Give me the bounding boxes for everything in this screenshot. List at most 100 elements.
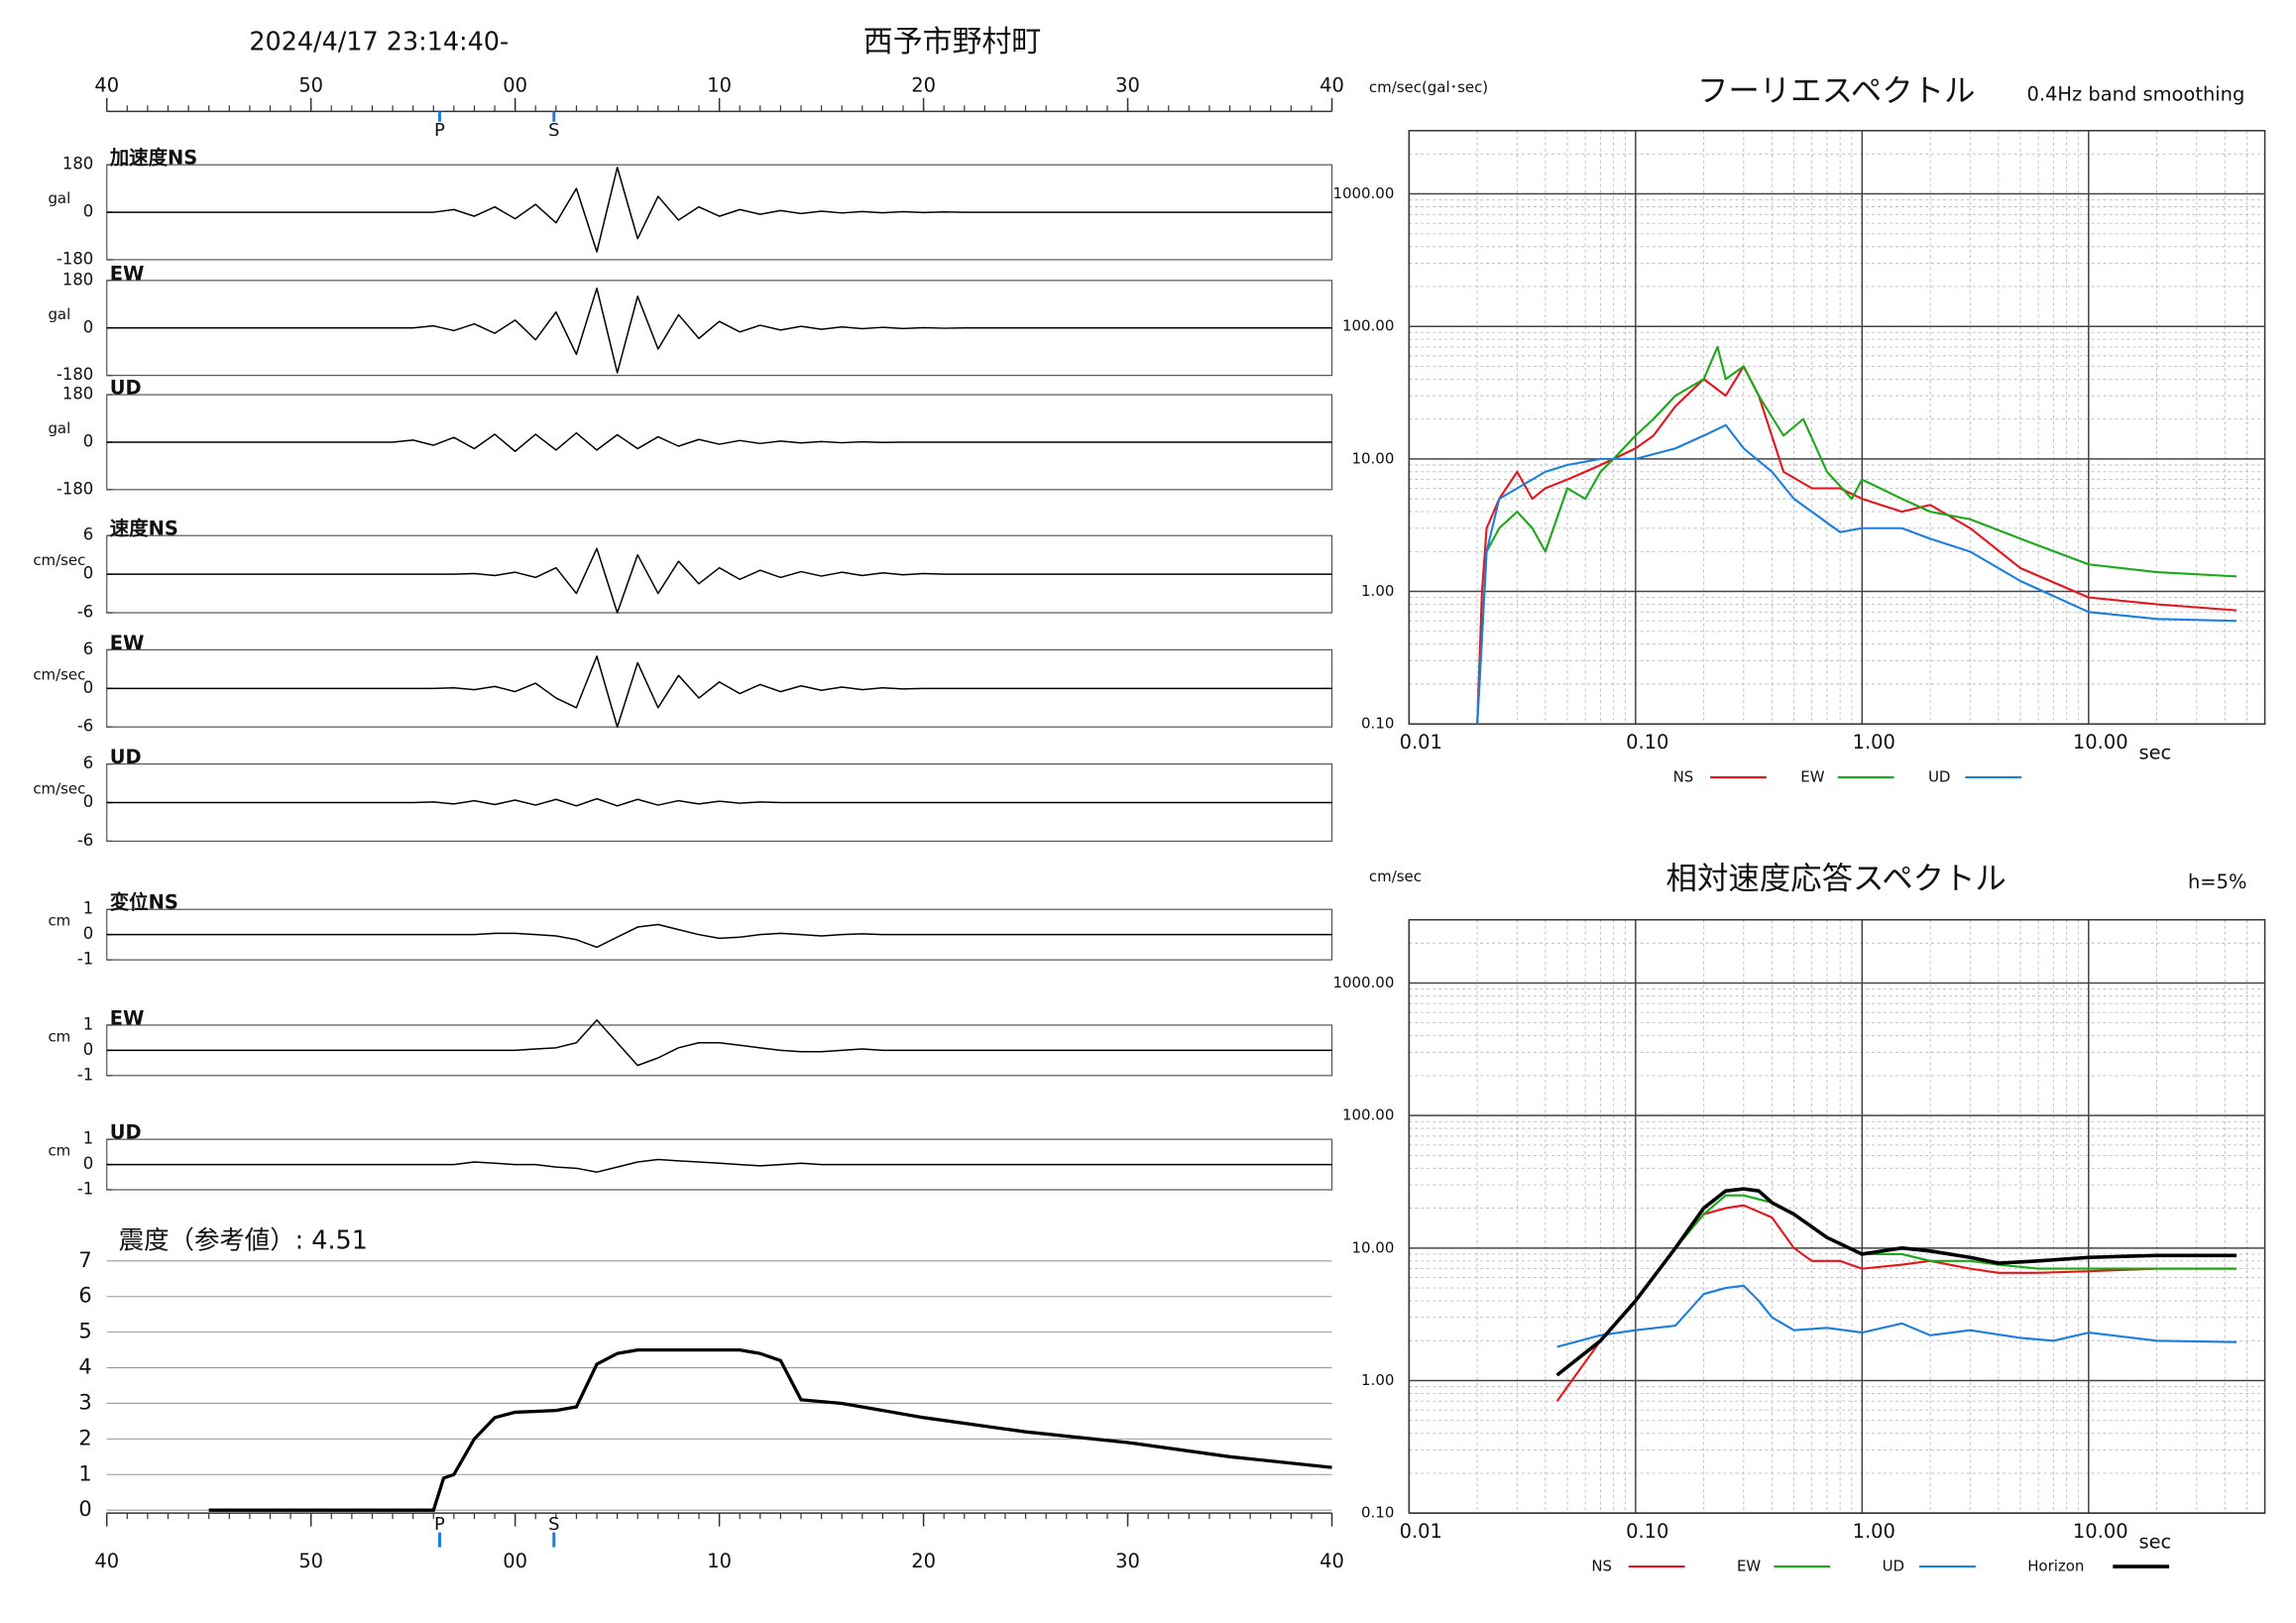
chart-title: 相対速度応答スペクトル (1666, 861, 2007, 896)
y-tick-label: -1 (77, 1065, 93, 1084)
x-tick-label: 40 (94, 1550, 119, 1572)
y-tick-label: -6 (77, 831, 93, 850)
y-tick-label: 0.10 (1361, 715, 1394, 733)
trace-label: 加速度NS (109, 147, 198, 170)
x-tick-label: 10 (707, 1550, 732, 1572)
unit-label: gal (48, 189, 70, 207)
y-tick-label: 1.00 (1361, 1371, 1394, 1389)
y-tick-label: 0 (83, 1154, 93, 1173)
y-tick-label: -1 (77, 1180, 93, 1199)
waveform-trace (106, 923, 1332, 949)
plot-frame (1408, 918, 2266, 1514)
y-tick-label: 1000.00 (1333, 974, 1395, 991)
trace-label: 変位NS (110, 891, 178, 914)
y-tick-label: 180 (62, 155, 93, 174)
waveform-trace (106, 1019, 1332, 1067)
y-tick-label: 0 (83, 678, 93, 697)
x-axis-label: sec (2138, 1531, 2171, 1554)
x-tick-label: 40 (94, 73, 119, 96)
x-tick-label: 30 (1115, 73, 1140, 96)
x-tick-label: 0.10 (1626, 731, 1668, 754)
x-tick-label: 1.00 (1853, 731, 1895, 754)
x-tick-label: 10 (707, 73, 732, 96)
y-tick-label: 10.00 (1352, 449, 1395, 467)
y-tick-label: 0 (83, 924, 93, 943)
waveform-trace (106, 1158, 1332, 1173)
y-tick-label: 100.00 (1342, 317, 1394, 335)
y-tick-label: 6 (78, 1284, 91, 1308)
y-tick-label: -1 (77, 950, 93, 969)
y-tick-label: 180 (62, 270, 93, 289)
phase-label: S (548, 120, 559, 141)
x-tick-label: 10.00 (2073, 1520, 2128, 1543)
chart-title: フーリエスペクトル (1697, 73, 1975, 109)
y-tick-label: -6 (77, 717, 93, 736)
spectrum-line (1555, 1187, 2238, 1377)
unit-label: cm (48, 912, 70, 930)
x-tick-label: 30 (1115, 1550, 1140, 1572)
y-tick-label: -180 (57, 479, 93, 498)
y-tick-label: 6 (83, 525, 93, 544)
spectrum-line (1476, 423, 2238, 725)
x-tick-label: 10.00 (2073, 731, 2128, 754)
chart-subtitle: 0.4Hz band smoothing (2026, 82, 2244, 105)
y-tick-label: 1 (83, 1014, 93, 1033)
y-tick-label: 1.00 (1361, 582, 1394, 600)
trace-label: EW (110, 262, 145, 285)
x-tick-label: 40 (1320, 1550, 1344, 1572)
waveform-trace (106, 288, 1332, 374)
y-tick-label: 7 (78, 1248, 91, 1272)
y-tick-label: 0 (83, 202, 93, 221)
unit-label: cm (48, 1027, 70, 1045)
x-tick-label: 20 (911, 73, 936, 96)
y-tick-label: 10.00 (1352, 1238, 1395, 1256)
y-tick-label: 4 (78, 1355, 91, 1379)
unit-label: gal (48, 419, 70, 437)
waveform-trace (106, 167, 1332, 253)
y-tick-label: 0 (83, 1040, 93, 1059)
unit-label: cm/sec (33, 551, 85, 569)
y-tick-label: -180 (57, 249, 93, 268)
phase-label: P (434, 1514, 445, 1535)
unit-label: gal (48, 305, 70, 323)
trace-label: UD (110, 377, 142, 400)
y-tick-label: 6 (83, 754, 93, 772)
trace-label: UD (110, 1121, 142, 1144)
phase-label: P (434, 120, 445, 141)
x-tick-label: 20 (911, 1550, 936, 1572)
y-tick-label: 5 (78, 1320, 91, 1343)
x-tick-label: 50 (298, 1550, 323, 1572)
x-tick-label: 0.01 (1400, 731, 1442, 754)
y-tick-label: 6 (83, 639, 93, 658)
y-tick-label: 2 (78, 1426, 91, 1449)
x-axis-label: sec (2138, 742, 2171, 764)
station-name: 西予市野村町 (863, 25, 1041, 59)
trace-label: EW (110, 632, 145, 654)
record-time: 2024/4/17 23:14:40- (249, 27, 509, 57)
legend-label: NS (1673, 768, 1694, 786)
x-tick-label: 0.01 (1400, 1520, 1442, 1543)
waveform-trace (106, 431, 1332, 452)
x-tick-label: 00 (503, 1550, 527, 1572)
phase-label: S (548, 1514, 559, 1535)
trace-label: UD (110, 746, 142, 768)
y-tick-label: 1000.00 (1333, 184, 1395, 202)
y-tick-label: 180 (62, 385, 93, 404)
legend-label: EW (1800, 768, 1824, 786)
y-tick-label: 1 (83, 899, 93, 918)
y-tick-label: 100.00 (1342, 1106, 1394, 1124)
y-tick-label: 0 (78, 1497, 91, 1521)
waveform-trace (106, 797, 1332, 807)
x-tick-label: 40 (1320, 73, 1344, 96)
legend-label: Horizon (2027, 1558, 2084, 1575)
spectrum-line (1556, 1284, 2238, 1348)
waveform-trace (106, 655, 1332, 728)
x-tick-label: 00 (503, 73, 527, 96)
y-tick-label: 0 (83, 431, 93, 450)
unit-label: cm/sec (33, 780, 85, 798)
intensity-line (208, 1347, 1332, 1512)
legend-label: NS (1591, 1558, 1612, 1575)
y-tick-label: 3 (78, 1390, 91, 1414)
